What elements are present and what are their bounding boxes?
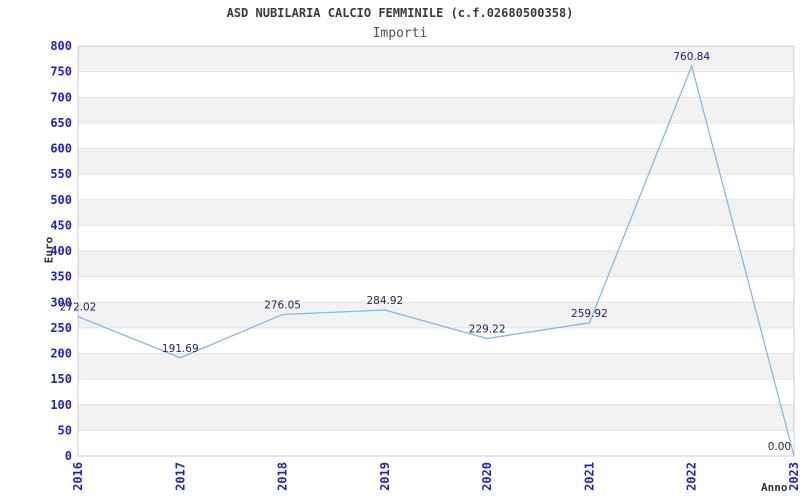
data-point-label: 760.84 — [673, 51, 710, 63]
x-tick-label: 2016 — [71, 462, 85, 491]
data-point-label: 191.69 — [162, 343, 199, 355]
data-line — [77, 63, 795, 457]
x-tick-label: 2019 — [378, 462, 392, 491]
y-tick-label: 250 — [50, 321, 72, 335]
x-axis-title: Anno — [761, 481, 788, 494]
data-point-label: 0.00 — [768, 441, 791, 453]
y-tick-label: 150 — [50, 372, 72, 386]
data-point-label: 272.02 — [60, 302, 97, 314]
grid-band — [78, 404, 794, 431]
grid-band — [78, 199, 794, 226]
x-tick-label: 2021 — [582, 462, 596, 491]
data-point-label: 259.92 — [571, 308, 608, 320]
y-tick-label: 600 — [50, 142, 72, 156]
chart-subtitle: Importi — [372, 26, 428, 41]
y-tick-label: 450 — [50, 218, 72, 232]
y-tick-label: 550 — [50, 167, 72, 181]
data-point-label: 284.92 — [366, 295, 403, 307]
y-tick-label: 400 — [50, 244, 72, 258]
x-tick-label: 2017 — [173, 462, 187, 491]
y-tick-label: 750 — [50, 65, 72, 79]
x-tick-label: 2022 — [685, 462, 699, 491]
y-tick-label: 800 — [50, 39, 72, 53]
data-point-label: 229.22 — [469, 324, 506, 336]
grid-band — [78, 251, 794, 277]
plot-border — [77, 45, 795, 457]
y-tick-label: 350 — [50, 270, 72, 284]
y-tick-label: 650 — [50, 116, 72, 130]
grid-band — [78, 353, 794, 380]
x-tick-label: 2018 — [276, 462, 290, 491]
y-tick-label: 50 — [58, 423, 72, 437]
grid-band — [78, 46, 794, 72]
data-point-label: 276.05 — [264, 300, 301, 312]
grid-band — [78, 97, 794, 123]
y-tick-label: 0 — [65, 449, 72, 463]
grid-band — [78, 148, 794, 175]
chart-title: ASD NUBILARIA CALCIO FEMMINILE (c.f.0268… — [226, 6, 574, 20]
x-tick-label: 2020 — [480, 462, 494, 491]
y-tick-label: 700 — [50, 90, 72, 104]
y-tick-label: 500 — [50, 193, 72, 207]
y-tick-label: 200 — [50, 347, 72, 361]
y-tick-label: 300 — [50, 295, 72, 309]
y-tick-label: 100 — [50, 398, 72, 412]
x-tick-label: 2023 — [787, 462, 800, 491]
